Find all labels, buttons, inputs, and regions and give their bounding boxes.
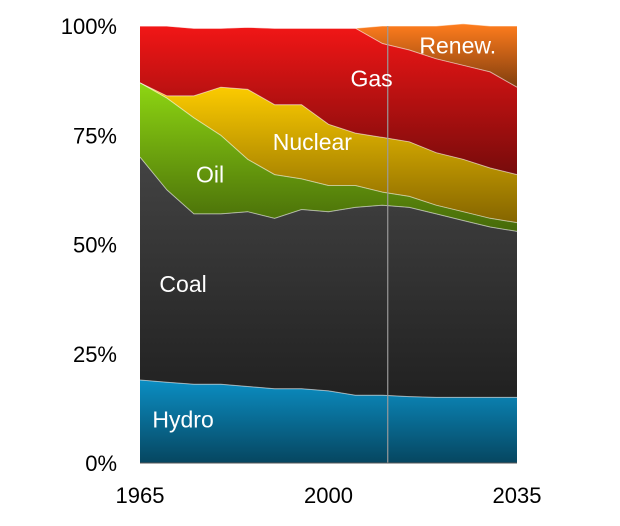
y-tick-label: 75% bbox=[73, 123, 117, 148]
series-label-renew: Renew. bbox=[419, 33, 496, 59]
x-tick-label: 2000 bbox=[304, 483, 353, 508]
x-tick-label: 1965 bbox=[116, 483, 165, 508]
boundary-lines bbox=[139, 23, 518, 398]
y-tick-label: 0% bbox=[85, 451, 117, 476]
area-coal bbox=[140, 157, 517, 398]
area-renew bbox=[140, 23, 517, 88]
y-tick-label: 50% bbox=[73, 233, 117, 258]
area-gas bbox=[140, 26, 517, 175]
series-labels: Hydro Coal Oil Nuclear Gas Renew. bbox=[152, 33, 496, 433]
area-oil bbox=[140, 82, 517, 232]
area-layer bbox=[140, 23, 517, 463]
series-label-oil: Oil bbox=[196, 162, 224, 188]
y-tick-labels: 0% 25% 50% 75% 100% bbox=[61, 14, 117, 476]
series-label-gas: Gas bbox=[350, 65, 392, 91]
y-tick-label: 100% bbox=[61, 14, 117, 39]
boundary-renew bbox=[140, 23, 517, 29]
area-nuclear bbox=[140, 82, 517, 223]
y-tick-label: 25% bbox=[73, 342, 117, 367]
series-label-nuclear: Nuclear bbox=[273, 129, 353, 155]
series-label-coal: Coal bbox=[159, 271, 206, 297]
boundary-oil bbox=[139, 82, 518, 224]
x-tick-labels: 1965 2000 2035 bbox=[116, 483, 542, 508]
boundary-coal bbox=[139, 156, 518, 232]
area-hydro bbox=[140, 380, 517, 463]
x-tick-label: 2035 bbox=[493, 483, 542, 508]
boundary-nuclear bbox=[139, 82, 518, 176]
boundary-hydro bbox=[139, 379, 517, 398]
series-label-hydro: Hydro bbox=[152, 406, 213, 432]
